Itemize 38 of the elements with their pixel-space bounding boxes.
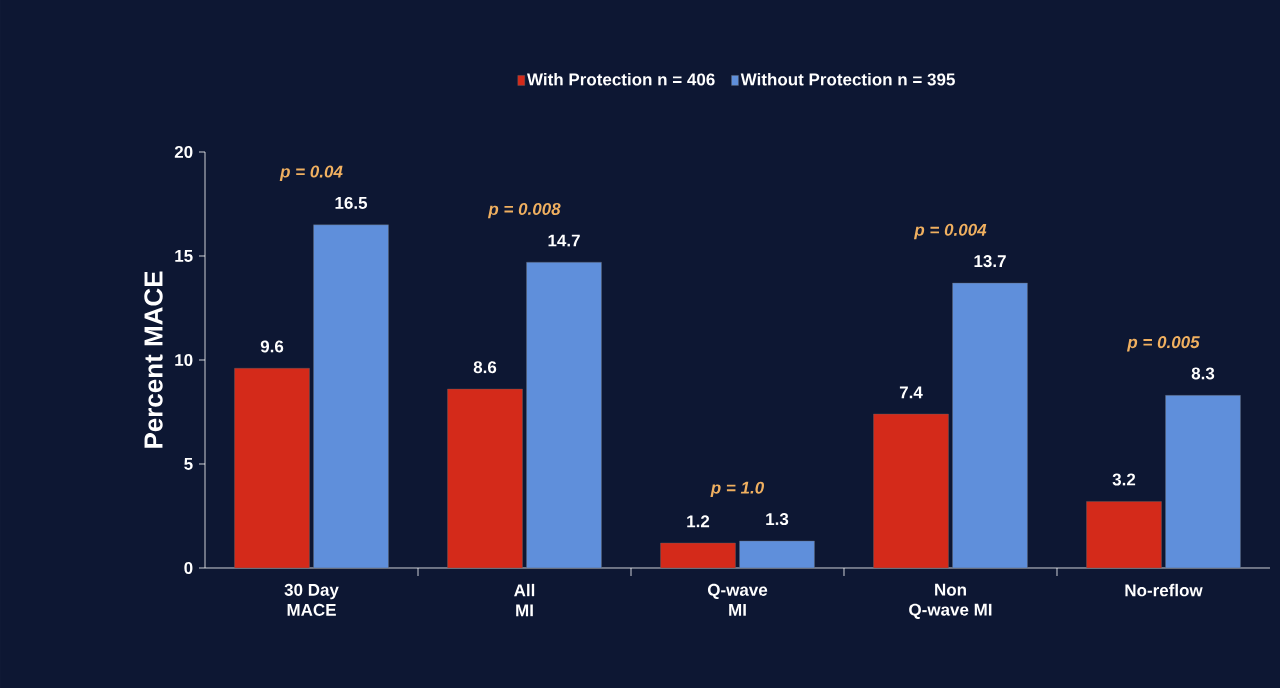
y-axis-title: Percent MACE [144,271,163,448]
annotation: p = 0.005 [1126,336,1200,352]
bar [873,413,949,569]
annotation: p = 0.004 [913,223,987,240]
x-tick-label: No-reflow [1125,583,1203,597]
bar [739,540,815,569]
y-tick-label: 10 [175,353,193,367]
data-label: 7.4 [899,386,923,399]
annotation: p = 1.0 [710,481,765,498]
y-tick-label: 20 [174,145,193,159]
y-tick-label: 5 [184,458,193,470]
data-label: 16.5 [335,196,368,209]
bar [1086,501,1162,569]
data-label: 8.3 [1191,367,1215,380]
x-tick-label: All MI [514,583,535,617]
bar [1165,395,1241,569]
x-tick-label: Non Q-wave MI [909,583,992,619]
data-label: 1.2 [687,515,710,528]
data-label: 1.3 [766,513,789,526]
annotation: p = 0.008 [487,202,561,219]
y-tick-label: 15 [175,250,193,262]
bar [447,388,523,569]
y-tick-label: 0 [184,561,193,575]
x-tick-label: 30 Day MACE [284,583,339,616]
data-label: 13.7 [974,255,1006,268]
annotation: p = 0.04 [279,165,343,181]
data-label: 8.6 [473,361,497,374]
bar [660,542,736,569]
data-label: 14.7 [548,234,580,247]
bar [313,224,389,569]
bar [952,282,1028,569]
legend-label: Without Protection n = 395 [740,73,955,86]
data-label: 9.6 [260,340,284,353]
bar [526,262,602,569]
data-label: 3.2 [1112,473,1136,486]
legend-label: With Protection n = 406 [527,73,715,86]
x-tick-label: Q-wave MI [707,583,768,616]
bar [234,368,310,569]
